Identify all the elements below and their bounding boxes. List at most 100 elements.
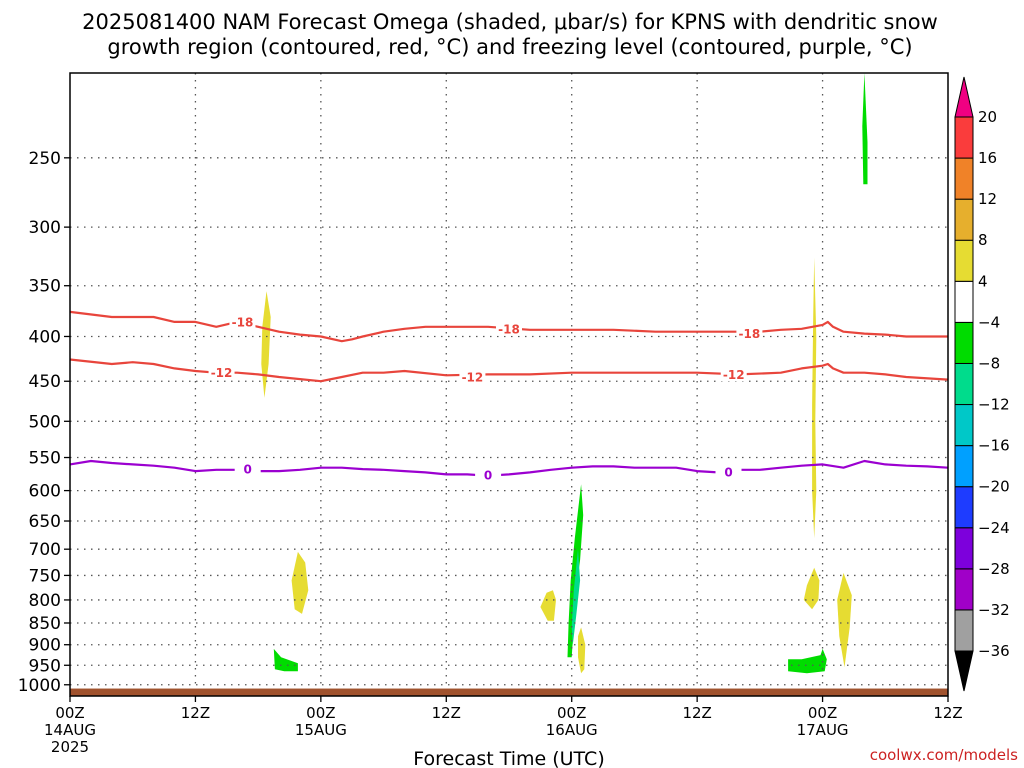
- x-tick-label-0-0: 00Z: [55, 704, 84, 722]
- y-tick-label-550: 550: [29, 449, 61, 469]
- colorbar-label-12: 16: [978, 149, 997, 167]
- colorbar-bin-4: [954, 445, 974, 488]
- colorbar: −36 −32 −28 −24 −20 −16 −12 −8 −4 4 8 12 16 20: [954, 76, 1010, 692]
- plot-area: [70, 73, 948, 696]
- y-tick-label-650: 650: [29, 512, 61, 532]
- colorbar-bin-8: [954, 280, 974, 323]
- colorbar-bin-0: [954, 609, 974, 652]
- y-tick-label-300: 300: [29, 218, 61, 238]
- contour--18-label-2: -18: [739, 327, 761, 341]
- contour--12-label-0: -12: [211, 366, 233, 380]
- omega-region-2: [273, 648, 298, 672]
- y-tick-label-850: 850: [29, 614, 61, 634]
- colorbar-label-1: −32: [978, 601, 1010, 619]
- x-axis-label: Forecast Time (UTC): [413, 748, 604, 768]
- chart-title-line-1: 2025081400 NAM Forecast Omega (shaded, μ…: [82, 10, 938, 34]
- contour--12-label-bg-0: [208, 365, 235, 380]
- y-tick-label-600: 600: [29, 482, 61, 502]
- colorbar-bin-1: [954, 568, 974, 611]
- y-tick-label-350: 350: [29, 277, 61, 297]
- colorbar-label-0: −36: [978, 642, 1010, 660]
- y-tick-label-800: 800: [29, 591, 61, 611]
- colorbar-label-2: −28: [978, 560, 1010, 578]
- x-tick-label-0-1: 14AUG: [44, 721, 96, 739]
- x-tick-label-24-0: 00Z: [306, 704, 335, 722]
- x-tick-label-12-0: 12Z: [181, 704, 210, 722]
- omega-region-11: [862, 73, 868, 185]
- x-tick-label-84-0: 12Z: [933, 704, 962, 722]
- contour-0-label-0: 0: [244, 463, 252, 477]
- colorbar-label-4: −20: [978, 478, 1010, 496]
- colorbar-low-arrow: [954, 650, 974, 692]
- y-tick-label-750: 750: [29, 566, 61, 586]
- colorbar-label-13: 20: [978, 108, 997, 126]
- y-tick-label-900: 900: [29, 636, 61, 656]
- x-tick-label-48-0: 00Z: [557, 704, 586, 722]
- y-tick-label-1000: 1000: [18, 676, 61, 696]
- plot-border: [69, 72, 949, 697]
- grid-layer: [70, 73, 948, 696]
- contour--12-label-bg-1: [459, 369, 486, 384]
- contour--18-label-0: -18: [232, 315, 254, 329]
- colorbar-label-5: −16: [978, 437, 1010, 455]
- x-tick-label-36-0: 12Z: [432, 704, 461, 722]
- colorbar-label-3: −24: [978, 519, 1010, 537]
- colorbar-label-8: −4: [978, 313, 1000, 331]
- colorbar-high-arrow: [954, 76, 974, 118]
- contour--18-label-1: -18: [498, 322, 520, 336]
- x-tick-label-48-1: 16AUG: [546, 721, 598, 739]
- contour--12-label-bg-2: [720, 367, 747, 382]
- omega-region-3: [540, 590, 556, 621]
- x-tick-label-72-0: 00Z: [808, 704, 837, 722]
- y-tick-label-250: 250: [29, 149, 61, 169]
- colorbar-label-10: 8: [978, 231, 988, 249]
- y-tick-label-500: 500: [29, 412, 61, 432]
- contour-0-label-bg-1: [475, 468, 502, 483]
- colorbar-bin-5: [954, 404, 974, 447]
- omega-region-10: [788, 648, 827, 674]
- chart-title-line-2: growth region (contoured, red, °C) and f…: [107, 35, 912, 59]
- colorbar-label-9: 4: [978, 272, 988, 290]
- colorbar-bin-9: [954, 239, 974, 282]
- ground-bar: [70, 688, 948, 696]
- x-tick-label-72-1: 17AUG: [797, 721, 849, 739]
- colorbar-bin-6: [954, 362, 974, 406]
- ground-layer: [70, 688, 948, 696]
- x-tick-label-60-0: 12Z: [682, 704, 711, 722]
- y-tick-label-400: 400: [29, 327, 61, 347]
- contour-0-label-2: 0: [724, 465, 732, 479]
- colorbar-bin-3: [954, 486, 974, 529]
- omega-region-8: [803, 567, 820, 610]
- plot-background: [70, 73, 948, 696]
- contour--12-label-1: -12: [462, 370, 484, 384]
- contour--12-label-2: -12: [723, 368, 745, 382]
- colorbar-label-7: −8: [978, 354, 1000, 372]
- y-tick-label-700: 700: [29, 540, 61, 560]
- contour--18-label-bg-2: [736, 326, 763, 341]
- contour--18-label-bg-1: [496, 321, 522, 336]
- contour-layer: -18 -18 -18 -12 -12 -12 0 0 0: [69, 310, 949, 483]
- colorbar-label-11: 12: [978, 190, 997, 208]
- contour--18-label-bg-0: [229, 314, 256, 329]
- omega-region-5: [571, 549, 581, 645]
- y-tick-label-450: 450: [29, 372, 61, 392]
- plot-frame: [69, 72, 949, 697]
- omega-region-0: [261, 291, 271, 398]
- colorbar-bin-7: [954, 321, 974, 364]
- contour-0-label-bg-2: [715, 464, 742, 479]
- contour-0-label-1: 0: [484, 469, 492, 483]
- colorbar-label-6: −12: [978, 396, 1010, 414]
- x-tick-label-24-1: 15AUG: [295, 721, 347, 739]
- y-tick-label-950: 950: [29, 656, 61, 676]
- credit-text: coolwx.com/models: [870, 746, 1018, 764]
- colorbar-bin-2: [954, 527, 974, 570]
- colorbar-bin-10: [954, 198, 974, 241]
- omega-region-1: [291, 551, 309, 614]
- omega-region-6: [578, 627, 586, 674]
- colorbar-bin-12: [954, 116, 974, 159]
- omega-region-4: [567, 484, 584, 658]
- omega-region-9: [837, 572, 852, 668]
- colorbar-bin-11: [954, 157, 974, 200]
